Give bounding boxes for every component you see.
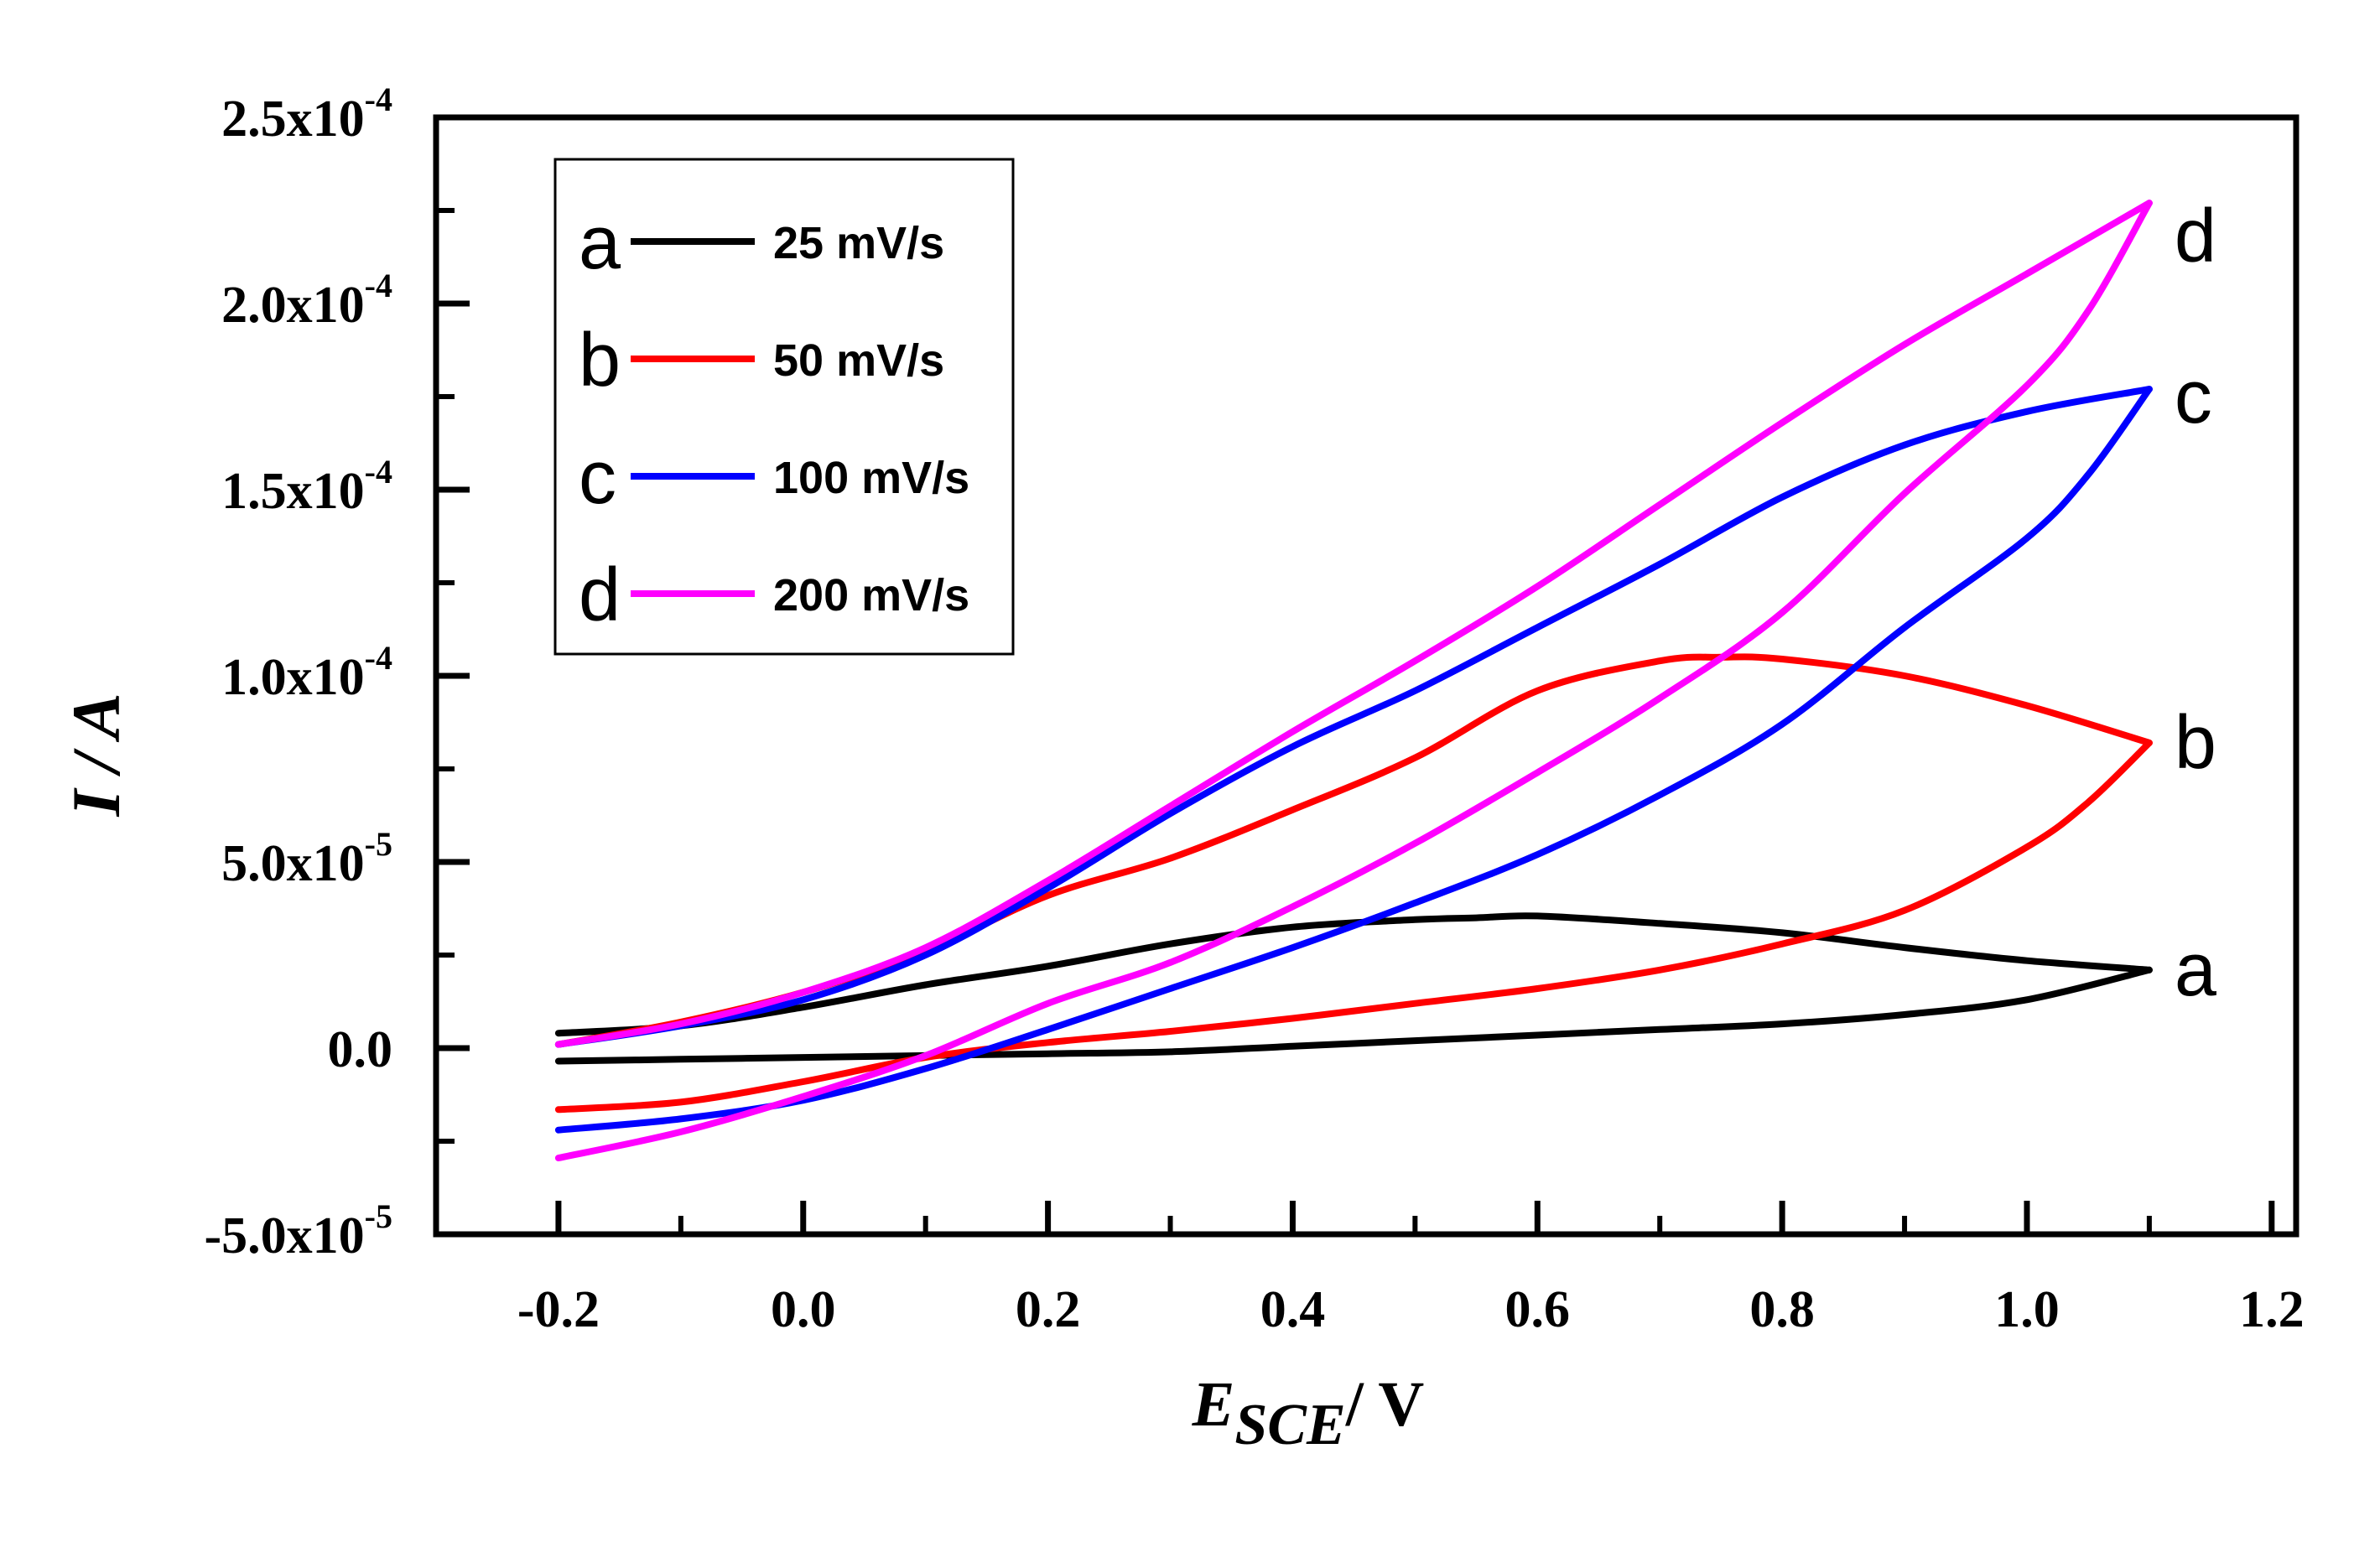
series-d xyxy=(554,200,2153,1161)
x-axis-title-sub: SCE xyxy=(1234,1393,1345,1457)
series-c-reverse-line xyxy=(554,386,2153,1134)
legend-item-b: b 50 mV/s xyxy=(579,319,944,402)
series-b-reverse-line xyxy=(554,739,2153,1114)
y-tick-exponent: -4 xyxy=(365,267,392,304)
y-tick-mantissa: 2.5x10 xyxy=(221,91,365,148)
y-tick-label: 0.0 xyxy=(328,1021,393,1078)
ticks-layer: -0.2 0.0 0.2 0.4 0.6 0.8 1.0 1.2-5.0x10-50.05.0… xyxy=(205,80,2305,1338)
x-axis-title-suffix: / V xyxy=(1345,1369,1425,1440)
curve-label-c: c xyxy=(2175,356,2212,439)
legend-label: 100 mV/s xyxy=(773,453,969,503)
legend-letter: c xyxy=(579,436,616,520)
y-tick-label: 2.5x10-4 xyxy=(221,80,392,148)
y-tick-exponent: -5 xyxy=(365,825,392,863)
y-tick-label: 1.5x10-4 xyxy=(221,453,392,520)
curve-label-d: d xyxy=(2175,195,2216,278)
y-tick-exponent: -5 xyxy=(365,1197,392,1235)
x-tick-label: 0.2 xyxy=(1016,1281,1081,1338)
legend-item-c: c 100 mV/s xyxy=(579,436,969,520)
legend-letter: d xyxy=(579,553,621,637)
y-tick-mantissa: 0.0 xyxy=(328,1021,393,1078)
series-layer xyxy=(554,200,2153,1161)
series-a-reverse-line xyxy=(554,966,2153,1065)
curve-labels: a b cd xyxy=(2175,195,2217,1012)
legend-item-d: d 200 mV/s xyxy=(579,553,969,637)
x-tick-label: 0.0 xyxy=(771,1281,836,1338)
y-tick-mantissa: 1.0x10 xyxy=(221,649,365,706)
y-tick-mantissa: 2.0x10 xyxy=(221,277,365,334)
y-tick-label: 5.0x10-5 xyxy=(221,825,392,892)
y-tick-label: 1.0x10-4 xyxy=(221,639,392,706)
series-a xyxy=(554,912,2153,1065)
legend-letter: b xyxy=(579,319,621,402)
curve-label-b: b xyxy=(2175,701,2216,785)
legend-label: 200 mV/s xyxy=(773,570,969,620)
x-tick-label: 0.6 xyxy=(1505,1281,1571,1338)
x-tick-label: 1.0 xyxy=(1994,1281,2060,1338)
x-tick-label: 0.4 xyxy=(1260,1281,1326,1338)
y-tick-label: -5.0x10-5 xyxy=(205,1197,392,1264)
series-a-forward-line xyxy=(554,912,2153,1037)
legend-label: 50 mV/s xyxy=(773,335,944,386)
x-tick-label: 1.2 xyxy=(2239,1281,2305,1338)
curve-label-a: a xyxy=(2175,928,2217,1012)
x-axis-title: ESCE/ V xyxy=(1192,1369,1425,1457)
y-tick-mantissa: 5.0x10 xyxy=(221,835,365,892)
legend: a 25 mV/s b 50 mV/s c 100 mV/s d 200 mV/s xyxy=(553,158,1015,656)
legend-item-a: a 25 mV/s xyxy=(579,201,944,285)
x-tick-label: 0.8 xyxy=(1749,1281,1815,1338)
y-tick-exponent: -4 xyxy=(365,80,392,118)
series-c xyxy=(554,386,2153,1134)
y-tick-exponent: -4 xyxy=(365,639,392,677)
y-tick-mantissa: -5.0x10 xyxy=(205,1207,365,1264)
x-tick-label: -0.2 xyxy=(517,1281,600,1338)
series-d-forward-line xyxy=(554,200,2153,1048)
legend-label: 25 mV/s xyxy=(773,218,944,268)
y-tick-mantissa: 1.5x10 xyxy=(221,463,365,520)
legend-letter: a xyxy=(579,201,621,285)
y-axis-title: I / A xyxy=(58,693,134,817)
series-c-forward-line xyxy=(554,386,2153,1048)
y-tick-exponent: -4 xyxy=(365,453,392,491)
x-axis-title-main: E xyxy=(1192,1369,1235,1440)
y-tick-label: 2.0x10-4 xyxy=(221,267,392,334)
series-d-reverse-line xyxy=(554,200,2153,1161)
